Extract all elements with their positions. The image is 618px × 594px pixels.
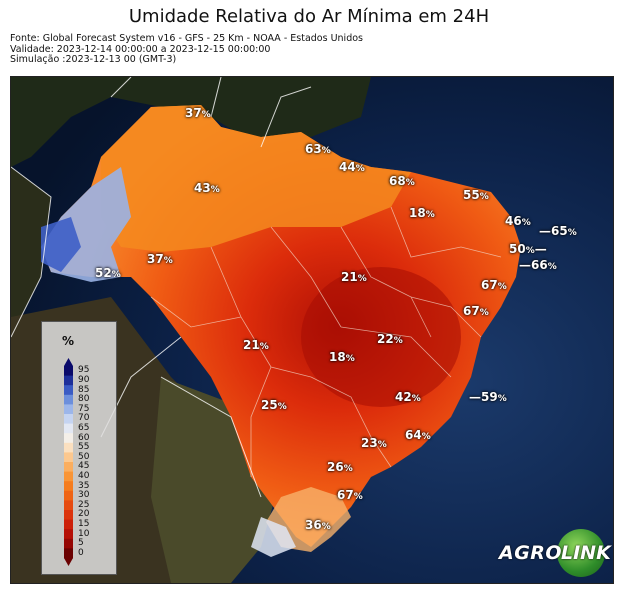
map-metadata: Fonte: Global Forecast System v16 - GFS … [10, 33, 363, 66]
logo-text-left: AGRO [499, 542, 563, 564]
legend-tick-label: 65 [78, 422, 90, 433]
map-value-label: 21% [243, 338, 269, 352]
simulation-line: Simulação :2023-12-13 00 (GMT-3) [10, 54, 177, 65]
map-value-label: 50%— [509, 242, 547, 256]
map-value-label: 37% [185, 106, 211, 120]
map-value-label: 55% [463, 188, 489, 202]
legend-tick-label: 0 [78, 547, 84, 558]
color-legend: % 95 90 85 80 75 70 65 60 55 50 45 40 35 30 25 20 15 10 5 0 [41, 321, 117, 575]
legend-color-step [64, 452, 73, 463]
legend-tick-label: 95 [78, 365, 90, 376]
map-value-label: 44% [339, 160, 365, 174]
legend-tick-label: 25 [78, 499, 90, 510]
map-value-label: —66% [519, 258, 557, 272]
legend-tick-label: 35 [78, 480, 90, 491]
map-value-label: 63% [305, 142, 331, 156]
agrolink-logo: AGRO LINK [499, 529, 611, 577]
map-value-label: 25% [261, 398, 287, 412]
legend-color-step [64, 529, 73, 540]
legend-color-step [64, 500, 73, 511]
legend-color-step [64, 510, 73, 521]
map-value-label: 26% [327, 460, 353, 474]
legend-bottom-arrow [64, 558, 73, 566]
deep-red-zone [301, 267, 461, 407]
state-borders [150, 206, 502, 477]
map-value-label: 68% [389, 174, 415, 188]
north-orange-zone [101, 105, 411, 252]
north-land [11, 77, 371, 167]
legend-colorbar [64, 358, 73, 566]
map-value-label: 67% [481, 278, 507, 292]
legend-color-step [64, 375, 73, 386]
legend-tick-label: 80 [78, 394, 90, 405]
logo-text-right: LINK [561, 542, 611, 564]
map-value-label: 18% [409, 206, 435, 220]
legend-color-step [64, 394, 73, 405]
west-dark-blue-zone [41, 217, 81, 272]
legend-color-step [64, 471, 73, 482]
validity-line: Validade: 2023-12-14 00:00:00 a 2023-12-… [10, 43, 271, 55]
legend-title: % [62, 334, 75, 348]
legend-color-step [64, 519, 73, 530]
legend-tick-label: 15 [78, 518, 90, 529]
legend-color-step [64, 404, 73, 415]
source-line: Fonte: Global Forecast System v16 - GFS … [10, 33, 363, 44]
west-land [11, 167, 51, 337]
south-pale-zone [251, 517, 296, 557]
map-title: Umidade Relativa do Ar Mínima em 24H [128, 6, 490, 27]
map-value-label: 52% [95, 266, 121, 280]
legend-tick-label: 75 [78, 403, 90, 414]
map-value-label: 36% [305, 518, 331, 532]
map-value-label: 64% [405, 428, 431, 442]
map-value-label: 42% [395, 390, 421, 404]
map-value-label: 18% [329, 350, 355, 364]
legend-tick-label: 90 [78, 374, 90, 385]
map-value-label: 21% [341, 270, 367, 284]
legend-color-step [64, 385, 73, 396]
map-value-label: 43% [194, 181, 220, 195]
legend-color-step [64, 462, 73, 473]
map-value-label: —59% [469, 390, 507, 404]
legend-color-step [64, 538, 73, 549]
legend-tick-label: 55 [78, 442, 90, 453]
map-value-label: —65% [539, 224, 577, 238]
legend-color-step [64, 490, 73, 501]
map-value-label: 37% [147, 252, 173, 266]
legend-tick-label: 20 [78, 509, 90, 520]
legend-tick-label: 45 [78, 461, 90, 472]
legend-tick-label: 10 [78, 528, 90, 539]
legend-color-step [64, 366, 73, 377]
legend-tick-label: 85 [78, 384, 90, 395]
logo-globe-icon [557, 529, 605, 577]
legend-color-step [64, 433, 73, 444]
legend-color-step [64, 548, 73, 559]
legend-tick-label: 40 [78, 470, 90, 481]
legend-tick-label: 60 [78, 432, 90, 443]
legend-color-step [64, 423, 73, 434]
legend-tick-label: 30 [78, 490, 90, 501]
map-value-label: 46% [505, 214, 531, 228]
legend-tick-label: 70 [78, 413, 90, 424]
map-value-label: 67% [463, 304, 489, 318]
legend-tick-label: 50 [78, 451, 90, 462]
map-value-label: 67% [337, 488, 363, 502]
map-value-label: 23% [361, 436, 387, 450]
legend-color-step [64, 442, 73, 453]
legend-color-step [64, 481, 73, 492]
legend-color-step [64, 414, 73, 425]
legend-top-arrow [64, 358, 73, 366]
humidity-map: 37% 63% 44% 43% 68% 55% 18% 46% —65% 50%… [10, 76, 614, 584]
legend-tick-label: 5 [78, 538, 84, 549]
map-value-label: 22% [377, 332, 403, 346]
